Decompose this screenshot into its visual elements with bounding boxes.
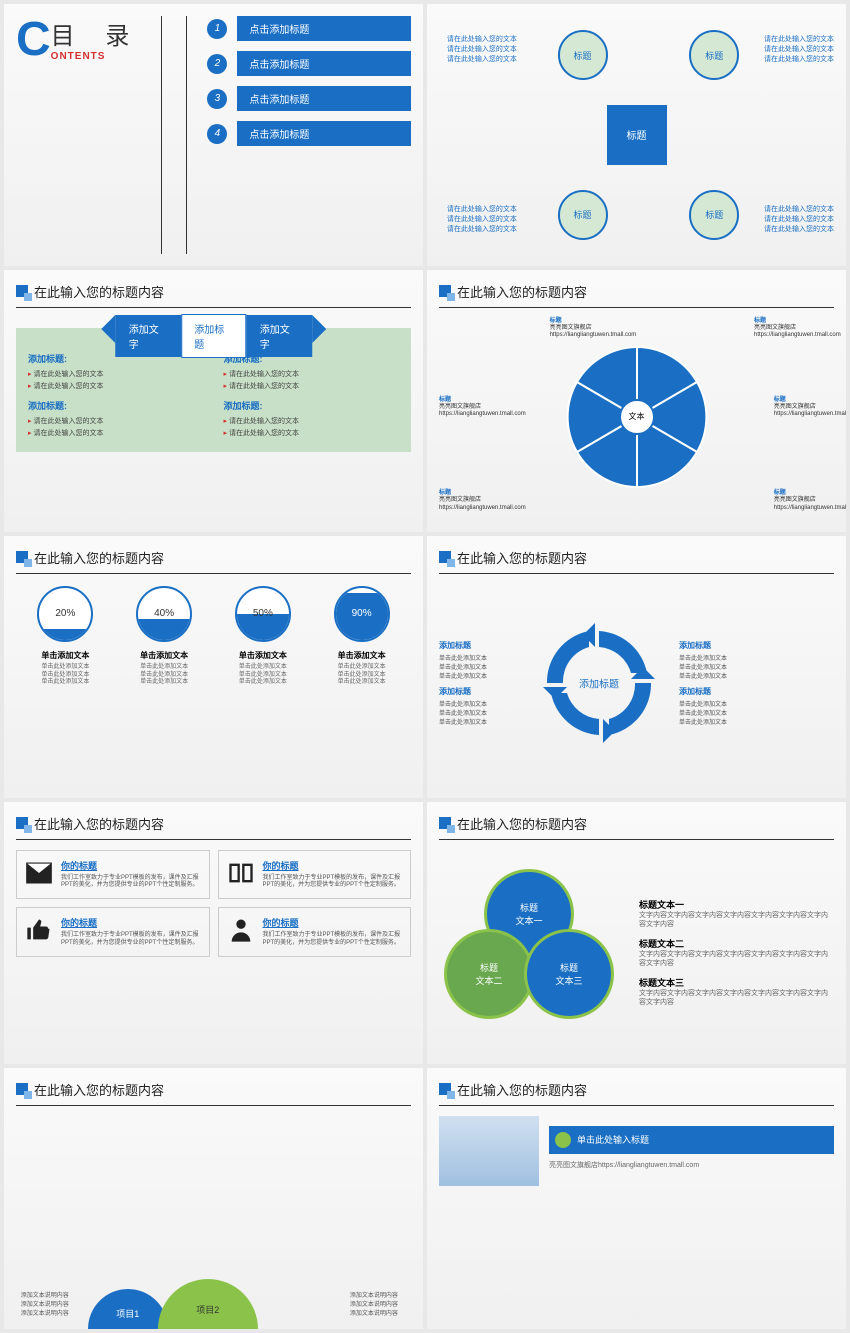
cross-text: 请在此处输入您的文本 请在此处输入您的文本 请在此处输入您的文本 <box>764 35 834 64</box>
slide-bar: 在此输入您的标题内容 单击此处输入标题 亮亮图文旗舰店https://liang… <box>427 1068 846 1330</box>
arrow-diagram: 添加文字 添加标题 添加文字 添加标题:请在此处输入您的文本请在此处输入您的文本… <box>16 328 411 452</box>
pin-icon <box>555 1132 571 1148</box>
mail-icon <box>25 859 53 887</box>
semi-note: 添加文本说明内容 添加文本说明内容 添加文本说明内容 <box>21 1290 69 1317</box>
slide-cross: 标题 标题 标题 标题 标题 请在此处输入您的文本 请在此处输入您的文本 请在此… <box>427 4 846 266</box>
icon-box: 你的标题我们工作室致力于专业PPT模板的发布，课件及汇报PPT的美化，并为您提供… <box>16 850 210 900</box>
icon-box: 你的标题我们工作室致力于专业PPT模板的发布，课件及汇报PPT的美化，并为您提供… <box>218 907 412 957</box>
progress-item: 40%单击添加文本单击此处添加文本 单击此处添加文本 单击此处添加文本 <box>124 586 204 687</box>
slide-progress: 在此输入您的标题内容 20%单击添加文本单击此处添加文本 单击此处添加文本 单击… <box>4 536 423 798</box>
slide-heading: 在此输入您的标题内容 <box>34 548 164 567</box>
semi-item: 项目1 <box>88 1289 168 1329</box>
semi-note: 添加文本说明内容 添加文本说明内容 添加文本说明内容 <box>350 1290 398 1317</box>
slide-grid: C 目 录 ONTENTS 1点击添加标题 2点击添加标题 3点击添加标题 4点… <box>0 0 850 1333</box>
toc-item: 3点击添加标题 <box>207 86 411 111</box>
person-icon <box>227 916 255 944</box>
semi-item: 项目2 <box>158 1279 258 1329</box>
progress-item: 90%单击添加文本单击此处添加文本 单击此处添加文本 单击此处添加文本 <box>322 586 402 687</box>
toc-sub: ONTENTS <box>51 51 142 62</box>
cross-text: 请在此处输入您的文本 请在此处输入您的文本 请在此处输入您的文本 <box>764 205 834 234</box>
slide-toc: C 目 录 ONTENTS 1点击添加标题 2点击添加标题 3点击添加标题 4点… <box>4 4 423 266</box>
slide-heading: 在此输入您的标题内容 <box>457 814 587 833</box>
cross-node: 标题 <box>689 190 739 240</box>
title-bar: 单击此处输入标题 <box>549 1126 834 1154</box>
venn-text: 标题文本一文字内容文字内容文字内容文字内容文字内容文字内容文字内容文字内容 标题… <box>639 890 834 1008</box>
toc-letter: C <box>16 16 51 64</box>
progress-item: 50%单击添加文本单击此处添加文本 单击此处添加文本 单击此处添加文本 <box>223 586 303 687</box>
cross-node: 标题 <box>689 30 739 80</box>
slide-heading: 在此输入您的标题内容 <box>457 548 587 567</box>
slide-heading: 在此输入您的标题内容 <box>457 282 587 301</box>
arrow-col: 添加标题:请在此处输入您的文本请在此处输入您的文本 添加标题:请在此处输入您的文… <box>28 352 204 440</box>
icon-box: 你的标题我们工作室致力于专业PPT模板的发布，课件及汇报PPT的美化，并为您提供… <box>218 850 412 900</box>
toc-item: 1点击添加标题 <box>207 16 411 41</box>
slide-venn: 在此输入您的标题内容 标题 文本一 标题 文本二 标题 文本三 标题文本一文字内… <box>427 802 846 1064</box>
slide-heading: 在此输入您的标题内容 <box>457 1080 587 1099</box>
slide-cycle: 在此输入您的标题内容 添加标题单击此处添加文本单击此处添加文本单击此处添加文本添… <box>427 536 846 798</box>
slide-arrows: 在此输入您的标题内容 添加文字 添加标题 添加文字 添加标题:请在此处输入您的文… <box>4 270 423 532</box>
book-icon <box>227 859 255 887</box>
slide-semicircles: 在此输入您的标题内容 项目1 项目2 添加文本说明内容 添加文本说明内容 添加文… <box>4 1068 423 1330</box>
cross-text: 请在此处输入您的文本 请在此处输入您的文本 请在此处输入您的文本 <box>447 205 517 234</box>
slide-hexagon: 在此输入您的标题内容 文本 标题亮亮图文旗舰店 https://lianglia… <box>427 270 846 532</box>
cycle-text: 添加标题单击此处添加文本单击此处添加文本单击此处添加文本添加标题单击此处添加文本… <box>679 640 759 726</box>
cross-text: 请在此处输入您的文本 请在此处输入您的文本 请在此处输入您的文本 <box>447 35 517 64</box>
cross-node: 标题 <box>558 30 608 80</box>
image-placeholder <box>439 1116 539 1186</box>
venn-diagram: 标题 文本一 标题 文本二 标题 文本三 <box>439 869 619 1029</box>
toc-logo: C 目 录 ONTENTS <box>16 16 141 254</box>
toc-heading: 目 录 <box>51 16 142 51</box>
thumb-icon <box>25 916 53 944</box>
arrow-col: 添加标题:请在此处输入您的文本请在此处输入您的文本 添加标题:请在此处输入您的文… <box>224 352 400 440</box>
hex-chart: 文本 <box>557 337 717 497</box>
icon-box: 你的标题我们工作室致力于专业PPT模板的发布，课件及汇报PPT的美化，并为您提供… <box>16 907 210 957</box>
footer-text: 亮亮图文旗舰店https://liangliangtuwen.tmall.com <box>549 1160 834 1170</box>
cross-center: 标题 <box>607 105 667 165</box>
slide-heading: 在此输入您的标题内容 <box>34 1080 164 1099</box>
progress-item: 20%单击添加文本单击此处添加文本 单击此处添加文本 单击此处添加文本 <box>25 586 105 687</box>
toc-item: 2点击添加标题 <box>207 51 411 76</box>
slide-heading: 在此输入您的标题内容 <box>34 282 164 301</box>
cross-node: 标题 <box>558 190 608 240</box>
slide-iconboxes: 在此输入您的标题内容 你的标题我们工作室致力于专业PPT模板的发布，课件及汇报P… <box>4 802 423 1064</box>
cycle-diagram: 添加标题 <box>539 623 659 743</box>
toc-list: 1点击添加标题 2点击添加标题 3点击添加标题 4点击添加标题 <box>207 16 411 254</box>
toc-item: 4点击添加标题 <box>207 121 411 146</box>
cycle-text: 添加标题单击此处添加文本单击此处添加文本单击此处添加文本添加标题单击此处添加文本… <box>439 640 519 726</box>
slide-heading: 在此输入您的标题内容 <box>34 814 164 833</box>
progress-row: 20%单击添加文本单击此处添加文本 单击此处添加文本 单击此处添加文本 40%单… <box>16 586 411 687</box>
